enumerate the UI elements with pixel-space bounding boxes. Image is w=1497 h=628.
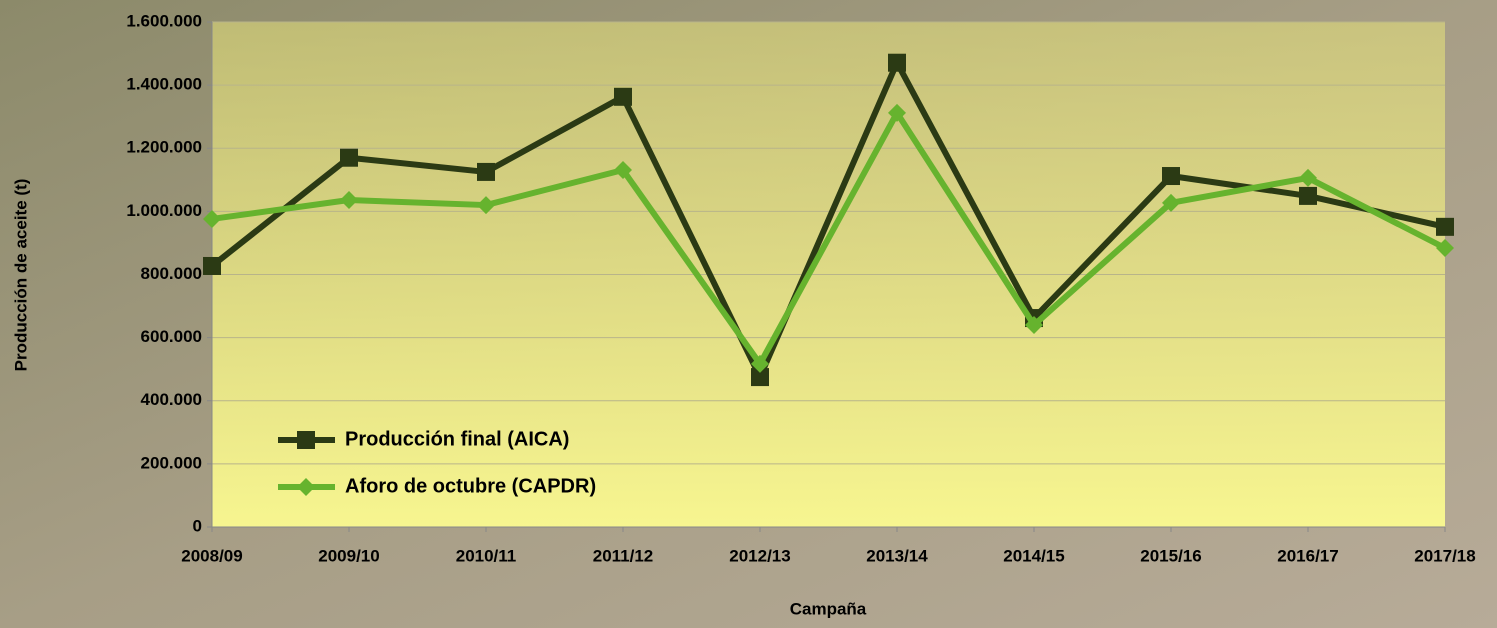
marker: [297, 431, 315, 449]
marker: [1299, 168, 1317, 187]
marker: [1299, 186, 1317, 205]
marker: [1436, 217, 1454, 236]
x-tick-label: 2016/17: [1277, 546, 1338, 565]
series-line: [211, 109, 1447, 367]
y-axis-label: Producción de aceite (t): [11, 179, 30, 372]
series-line: [210, 59, 1446, 381]
y-tick-label: 1.000.000: [126, 201, 202, 220]
x-axis-label: Campaña: [790, 599, 867, 618]
marker: [888, 103, 906, 122]
x-tick-label: 2013/14: [866, 546, 928, 565]
marker: [340, 148, 358, 167]
legend-label: Producción final (AICA): [345, 428, 569, 450]
x-tick-label: 2017/18: [1414, 546, 1475, 565]
marker: [1025, 316, 1043, 334]
y-tick-label: 1.400.000: [126, 75, 202, 94]
y-tick-label: 200.000: [141, 453, 202, 472]
marker: [1162, 167, 1180, 186]
marker: [477, 196, 495, 215]
y-tick-label: 1.600.000: [126, 11, 202, 30]
x-tick-label: 2008/09: [181, 546, 242, 565]
x-tick-label: 2010/11: [456, 546, 517, 565]
marker: [614, 161, 632, 180]
y-tick-label: 600.000: [141, 327, 202, 346]
x-tick-label: 2011/12: [593, 546, 654, 565]
y-tick-label: 0: [193, 516, 202, 535]
marker: [751, 354, 769, 373]
marker: [888, 53, 906, 72]
x-tick-label: 2014/15: [1003, 546, 1064, 565]
marker: [751, 368, 769, 387]
x-tick-label: 2009/10: [318, 546, 379, 565]
marker: [1162, 193, 1180, 212]
marker: [614, 87, 632, 106]
marker: [297, 478, 315, 496]
marker: [340, 191, 358, 210]
legend-label: Aforo de octubre (CAPDR): [345, 475, 596, 497]
y-tick-label: 1.200.000: [126, 138, 202, 157]
y-tick-label: 400.000: [141, 390, 202, 409]
x-tick-label: 2012/13: [729, 546, 790, 565]
marker: [1436, 238, 1454, 257]
x-tick-label: 2015/16: [1140, 546, 1201, 565]
y-tick-label: 800.000: [141, 264, 202, 283]
marker: [203, 256, 221, 275]
marker: [203, 209, 221, 228]
marker: [477, 162, 495, 181]
